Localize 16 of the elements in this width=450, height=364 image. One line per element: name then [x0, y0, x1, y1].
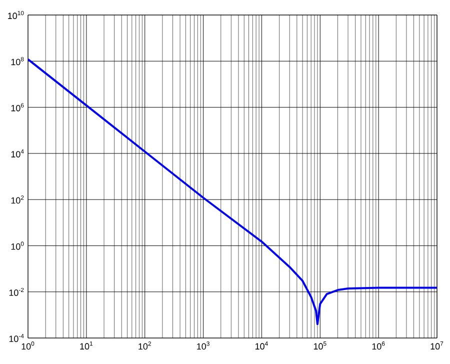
x-tick-label: 10$^{0}$	[22, 342, 34, 350]
y-tick-label: 10$^{10}$	[8, 10, 24, 20]
y-tick-label: 10$^{0}$	[11, 242, 24, 250]
y-tick-label: 10$^{2}$	[11, 196, 24, 204]
y-tick-label: 10$^{6}$	[11, 103, 24, 112]
x-tick-label: 10$^{1}$	[80, 342, 93, 350]
x-tick-label: 10$^{5}$	[314, 342, 326, 350]
y-tick-label: 10$^{8}$	[11, 57, 24, 66]
x-tick-label: 10$^{4}$	[256, 342, 268, 350]
y-tick-label: 10$^{-2}$	[9, 288, 24, 296]
x-tick-label: 10$^{2}$	[138, 342, 151, 350]
x-tick-label: 10$^{6}$	[372, 342, 385, 350]
y-tick-label: 10$^{4}$	[11, 149, 24, 158]
x-tick-label: 10$^{7}$	[430, 342, 444, 350]
x-tick-label: 10$^{3}$	[197, 342, 210, 350]
y-tick-label: 10$^{-4}$	[9, 334, 24, 342]
